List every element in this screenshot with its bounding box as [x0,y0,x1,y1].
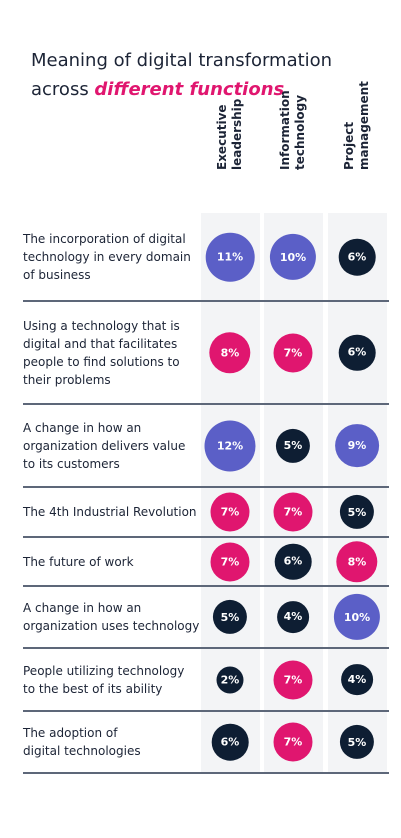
title-line-2-accent: different functions [94,79,285,100]
value-bubble: 8% [336,540,378,583]
value-bubble: 10% [269,233,317,281]
value-bubble: 7% [210,492,250,532]
value-bubble: 7% [210,542,250,581]
row-label: The 4th Industrial Revolution [23,505,197,519]
value-bubble: 6% [211,723,249,761]
row-divider [23,710,389,712]
value-bubble: 5% [339,494,375,530]
row-label: A change in how an organization delivers… [23,420,186,471]
value-bubble: 2% [216,666,244,693]
row-divider [23,772,389,774]
title-line-2-prefix: across [31,79,95,100]
row-label: Using a technology that is digital and t… [23,318,180,387]
column-header-label: Information technology [278,90,307,170]
value-bubble: 11% [205,232,255,282]
row-label: The future of work [23,554,134,569]
row-label: The incorporation of digital technology … [23,232,191,282]
value-bubble: 10% [333,593,381,641]
value-bubble: 8% [209,331,251,374]
value-bubble: 7% [273,660,313,699]
value-bubble: 7% [273,722,313,762]
value-bubble: 12% [204,420,256,471]
title-line-1: Meaning of digital transformation [31,50,333,71]
value-bubble: 7% [273,333,313,372]
chart-title: Meaning of digital transformation across… [31,46,381,104]
row-divider [23,486,389,488]
row-divider [23,536,389,538]
value-bubble: 9% [335,423,379,468]
value-bubble: 5% [339,724,375,760]
row-divider [23,403,389,405]
value-bubble: 5% [212,599,248,635]
value-bubble: 5% [275,428,311,463]
column-header-label: Executive leadership [215,98,244,170]
value-bubble: 4% [341,663,373,696]
value-bubble: 7% [273,492,313,532]
row-label: People utilizing technology to the best … [23,663,185,696]
value-bubble: 4% [277,601,309,633]
value-bubble: 6% [338,334,376,371]
row-label: The adoption of digital technologies [23,726,141,758]
row-divider [23,585,389,587]
value-bubble: 6% [338,238,376,276]
row-divider [23,300,389,302]
row-divider [23,647,389,649]
row-label: A change in how an organization uses tec… [23,601,200,633]
column-header-label: Project management [342,81,371,170]
value-bubble: 6% [274,543,312,580]
